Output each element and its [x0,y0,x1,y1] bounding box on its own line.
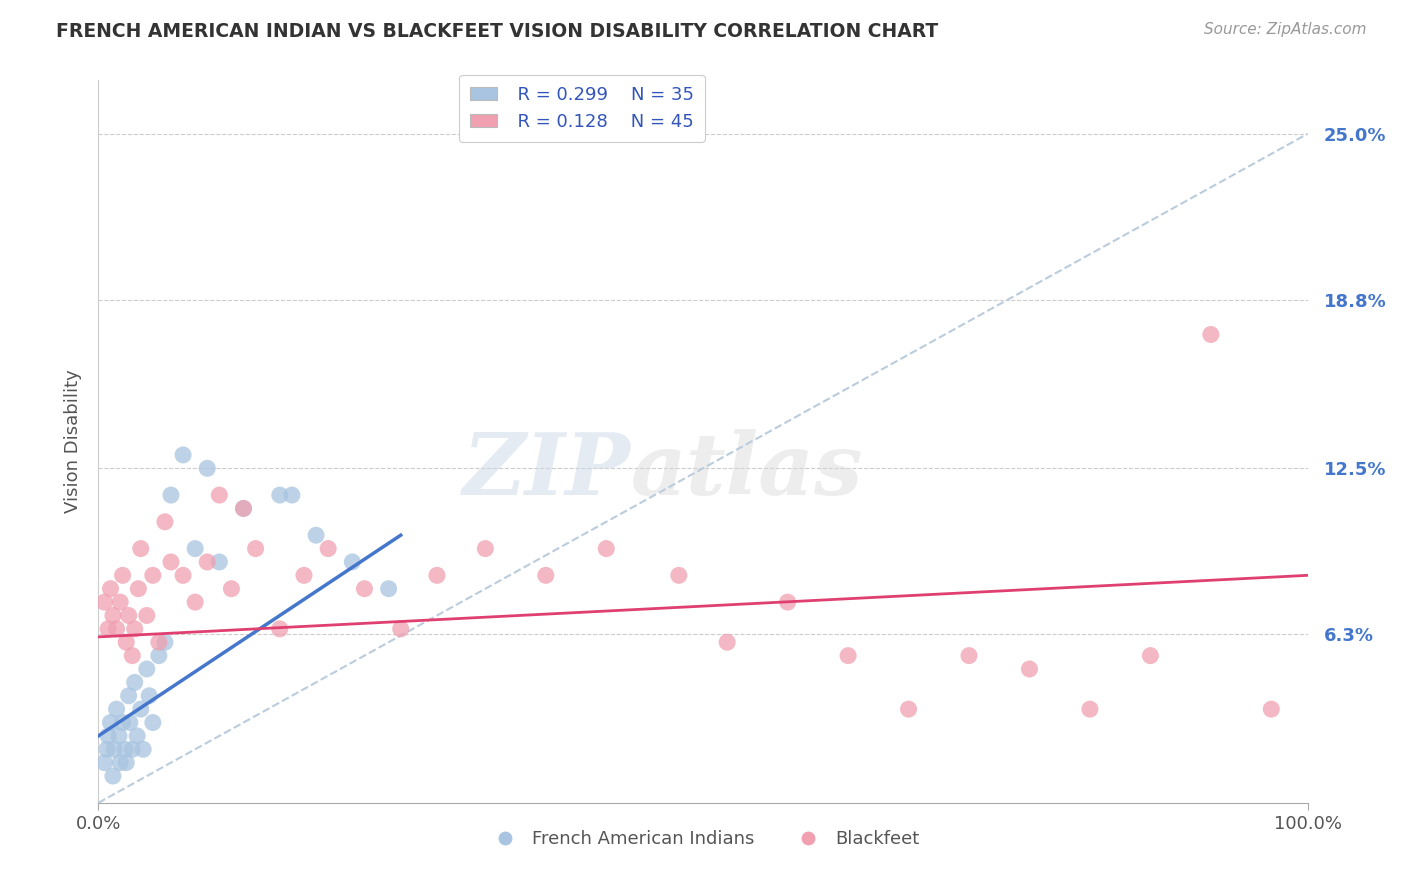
Point [195,555,218,569]
Point [142,568,165,582]
Point [153,515,176,529]
Point [138,689,160,703]
Point [132,742,155,756]
Point [426,568,449,582]
Point [105,622,128,636]
Point [93,595,115,609]
Text: atlas: atlas [630,429,863,512]
Point [96,742,118,756]
Point [101,608,124,623]
Point [93,756,115,770]
Point [115,635,138,649]
Point [1078,702,1101,716]
Point [269,622,291,636]
Legend: French American Indians, Blackfeet: French American Indians, Blackfeet [479,822,927,855]
Point [121,648,143,663]
Point [172,448,194,462]
Point [269,488,291,502]
Point [103,742,125,756]
Point [97,729,120,743]
Point [129,702,152,716]
Point [111,715,134,730]
Point [118,715,141,730]
Point [135,662,157,676]
Point [108,729,131,743]
Point [124,675,146,690]
Point [957,648,980,663]
Point [118,608,141,623]
Point [121,742,143,756]
Point [172,568,194,582]
Point [184,595,207,609]
Point [100,715,122,730]
Point [305,528,328,542]
Point [292,568,315,582]
Point [127,582,149,596]
Point [353,582,375,596]
Point [897,702,920,716]
Y-axis label: Vision Disability: Vision Disability [63,369,82,514]
Point [342,555,364,569]
Point [115,756,138,770]
Point [837,648,859,663]
Point [148,648,170,663]
Point [100,582,122,596]
Point [1260,702,1282,716]
Text: FRENCH AMERICAN INDIAN VS BLACKFEET VISION DISABILITY CORRELATION CHART: FRENCH AMERICAN INDIAN VS BLACKFEET VISI… [56,22,938,41]
Point [160,555,183,569]
Point [208,488,231,502]
Point [1199,327,1222,342]
Point [111,568,134,582]
Text: ZIP: ZIP [463,429,630,512]
Point [1139,648,1161,663]
Point [114,742,136,756]
Point [127,729,149,743]
Point [101,769,124,783]
Point [153,635,176,649]
Point [595,541,617,556]
Point [148,635,170,649]
Text: Source: ZipAtlas.com: Source: ZipAtlas.com [1204,22,1367,37]
Point [1018,662,1040,676]
Point [118,689,141,703]
Point [97,622,120,636]
Point [208,555,231,569]
Point [105,702,128,716]
Point [108,756,131,770]
Point [124,622,146,636]
Point [135,608,157,623]
Point [534,568,557,582]
Point [776,595,799,609]
Point [232,501,254,516]
Point [281,488,304,502]
Point [232,501,254,516]
Point [245,541,267,556]
Point [129,541,152,556]
Point [668,568,690,582]
Point [195,461,218,475]
Point [142,715,165,730]
Point [474,541,496,556]
Point [377,582,399,596]
Point [108,595,131,609]
Point [160,488,183,502]
Point [184,541,207,556]
Point [389,622,412,636]
Point [316,541,339,556]
Point [716,635,738,649]
Point [221,582,243,596]
